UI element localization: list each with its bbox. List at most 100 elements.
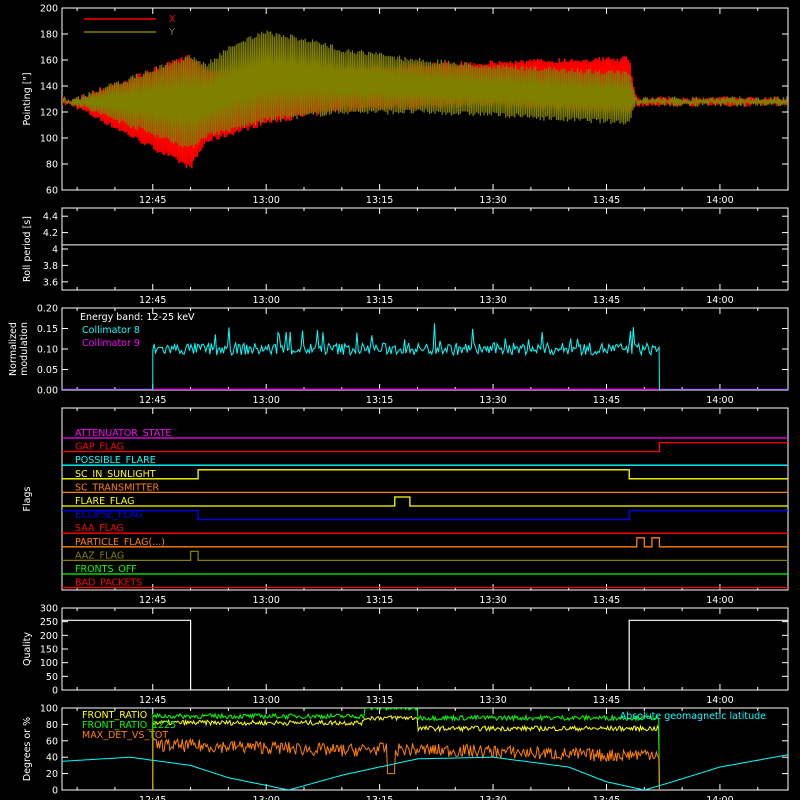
panel-quality: 12:45 13:00 13:15 13:30 13:45 14:00 0 50 100 150 2… [22, 604, 789, 706]
front-ratio-ytick-label: 60 [46, 736, 58, 747]
front-ratio-xtick-label: 12:45 [139, 795, 166, 800]
flag-line-eclipse-flag [62, 509, 788, 521]
pointing-xtick-label: 13:45 [593, 195, 620, 206]
pointing-xtick-label: 13:00 [252, 195, 279, 206]
front-ratio-xtick-label: 13:00 [252, 795, 279, 800]
modulation-xtick-label: 13:00 [252, 395, 279, 406]
roll-period-xtick-label: 13:30 [479, 295, 506, 306]
quality-xtick-label: 13:30 [479, 695, 506, 706]
flags-xtick-label: 14:00 [706, 595, 733, 606]
legend-label-collimator-8: Collimator 8 [82, 325, 140, 336]
flags-xtick-label: 13:30 [479, 595, 506, 606]
pointing-xtick-label: 14:00 [706, 195, 733, 206]
modulation-xtick-label: 13:45 [593, 395, 620, 406]
flag-label-aaz-flag: AAZ_FLAG [75, 550, 124, 561]
modulation-ytick-label: 0.10 [37, 345, 58, 356]
pointing-xtick-label: 12:45 [139, 195, 166, 206]
pointing-ylabel: Pointing ["] [22, 72, 33, 125]
front-ratio-xtick-label: 14:00 [706, 795, 733, 800]
pointing-xtick-label: 13:30 [479, 195, 506, 206]
flag-label-saa-flag: SAA_FLAG [75, 523, 124, 534]
quality-ytick-label: 50 [46, 672, 58, 683]
roll-period-xtick-label: 14:00 [706, 295, 733, 306]
front-ratio-ytick-label: 0 [52, 786, 58, 797]
legend-label-y: Y [168, 27, 175, 38]
pointing-ytick-label: 100 [40, 134, 58, 145]
quality-ytick-label: 250 [40, 617, 58, 628]
pointing-ytick-label: 140 [40, 82, 58, 93]
modulation-xtick-label: 14:00 [706, 395, 733, 406]
flags-xtick-label: 13:45 [593, 595, 620, 606]
quality-ylabel: Quality [22, 632, 33, 666]
front-series-max-det-vs-tot [152, 737, 660, 790]
panel-roll-period: 12:45 13:00 13:15 13:30 13:45 14:00 3.6 3.8 4 4.2… [22, 207, 789, 306]
quality-ytick-label: 200 [40, 631, 58, 642]
modulation-ytick-label: 0.05 [37, 365, 58, 376]
flag-label-attenuator-state: ATTENUATOR_STATE [75, 428, 171, 439]
front-ratio-ytick-label: 100 [40, 704, 58, 715]
panels: 12:45 13:00 13:15 13:30 13:45 14:00 60 80 100 120… [8, 4, 789, 800]
quality-ytick-label: 300 [40, 604, 58, 615]
roll-period-ytick-label: 3.8 [43, 261, 58, 272]
front-ratio-ytick-label: 40 [46, 753, 58, 764]
modulation-xtick-label: 13:15 [366, 395, 393, 406]
roll-period-ytick-label: 4.4 [43, 212, 58, 223]
modulation-ytick-label: 0.15 [37, 324, 58, 335]
quality-series [62, 619, 788, 690]
panel-front-ratio: 12:45 13:00 13:15 13:30 13:45 14:00 0 20 40 60 80 1… [22, 704, 789, 800]
front-series-geomagnetic-latitude [62, 754, 788, 790]
roll-period-ylabel: Roll period [s] [22, 216, 33, 282]
flags-data [62, 437, 788, 589]
pointing-ytick-label: 80 [46, 160, 58, 171]
front-ratio-axes-frame [61, 707, 789, 791]
flag-label-fronts-off: FRONTS_OFF [75, 564, 137, 575]
pointing-xtick-label: 13:15 [366, 195, 393, 206]
front-ratio-ytick-label: 80 [46, 720, 58, 731]
flags-xtick-label: 13:15 [366, 595, 393, 606]
modulation-ytick-label: 0.20 [37, 304, 58, 315]
front-series-front-ratio-1225 [152, 708, 660, 790]
energy-band-annotation: Energy band: 12-25 keV [80, 312, 195, 323]
quality-xtick-label: 13:15 [366, 695, 393, 706]
modulation-xtick-label: 13:30 [479, 395, 506, 406]
pointing-ytick-label: 200 [40, 4, 58, 15]
quality-xtick-label: 14:00 [706, 695, 733, 706]
legend-label-max-det-vs-tot: MAX_DET_VS_TOT [82, 730, 168, 741]
quality-xtick-label: 13:45 [593, 695, 620, 706]
front-ratio-xtick-label: 13:30 [479, 795, 506, 800]
flags-ylabel: Flags [22, 486, 33, 511]
modulation-ylabel-line: modulation [19, 322, 30, 376]
panel-modulation: 12:45 13:00 13:15 13:30 13:45 14:00 0.00 0.05 0.… [8, 304, 789, 406]
pointing-series-y [62, 30, 788, 149]
legend-label-front-ratio-1225: FRONT_RATIO_1225 [82, 720, 176, 731]
front-series-front-ratio [152, 714, 660, 790]
quality-ytick-label: 0 [52, 686, 58, 697]
modulation-data [62, 323, 788, 390]
flag-line-flare-flag [62, 496, 788, 507]
front-ratio-xtick-label: 13:15 [366, 795, 393, 800]
quality-ytick-label: 100 [40, 658, 58, 669]
quality-xtick-label: 13:00 [252, 695, 279, 706]
flag-label-sc-in-sunlight: SC_IN_SUNLIGHT [75, 469, 156, 480]
panel-pointing: 12:45 13:00 13:15 13:30 13:45 14:00 60 80 100 120… [22, 4, 789, 206]
geomagnetic-latitude-annotation: Absolute geomagnetic latitude [620, 711, 766, 722]
legend-label-collimator-9: Collimator 9 [82, 338, 140, 349]
flags-axes-frame [61, 407, 789, 591]
flag-line-particle-flag [62, 537, 788, 548]
roll-period-xtick-label: 12:45 [139, 295, 166, 306]
roll-period-ytick-label: 4.2 [43, 228, 58, 239]
front-ratio-xtick-label: 13:45 [593, 795, 620, 800]
roll-period-ytick-label: 4 [52, 245, 58, 256]
quality-ytick-label: 150 [40, 645, 58, 656]
flag-label-gap-flag: GAP_FLAG [75, 442, 124, 453]
front-ratio-data [62, 708, 788, 790]
pointing-ytick-label: 180 [40, 30, 58, 41]
roll-period-xtick-label: 13:00 [252, 295, 279, 306]
roll-period-ytick-label: 3.6 [43, 277, 58, 288]
pointing-ytick-label: 60 [46, 186, 58, 197]
quality-data [62, 619, 788, 690]
flag-label-bad-packets: BAD_PACKETS [75, 578, 142, 589]
pointing-data [62, 30, 788, 169]
pointing-ytick-label: 160 [40, 56, 58, 67]
